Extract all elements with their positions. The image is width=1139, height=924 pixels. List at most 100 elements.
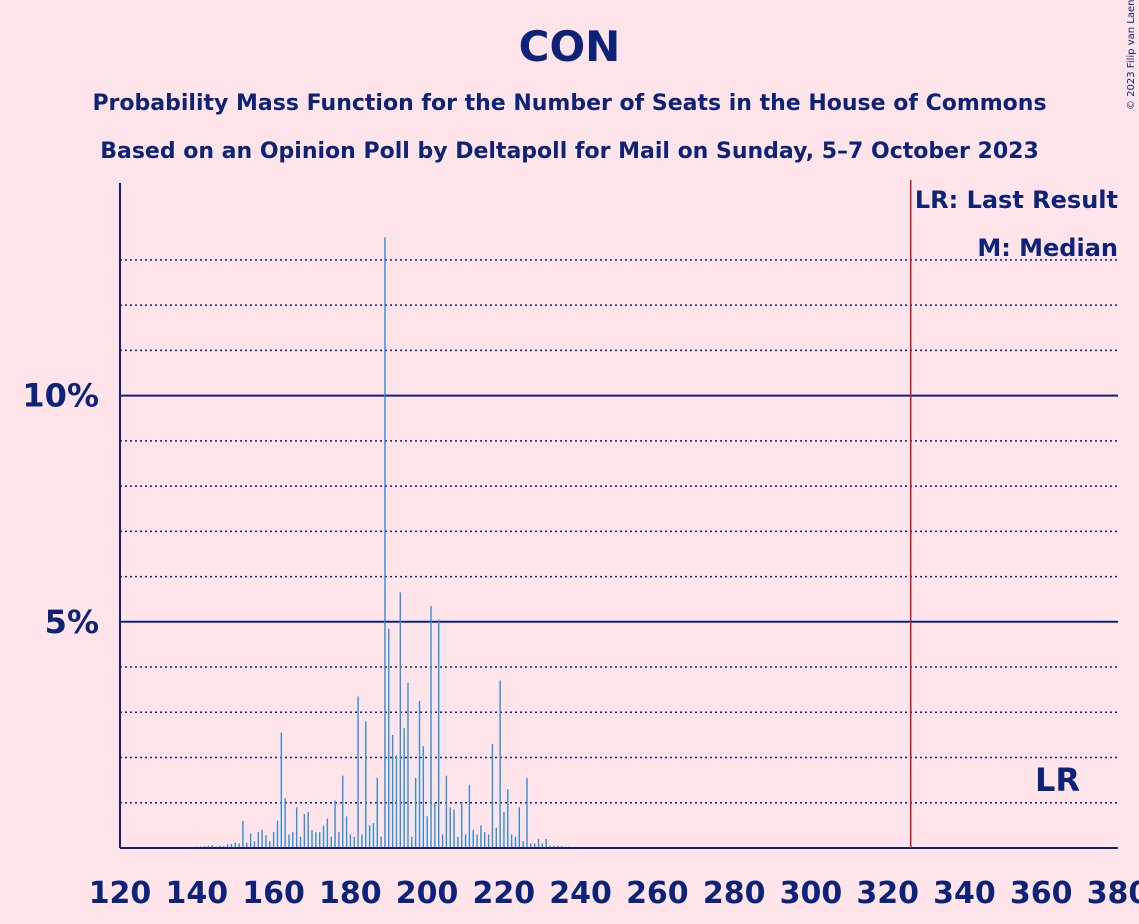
bar [345,816,348,848]
bar [388,628,390,848]
bar [476,834,478,848]
bar [368,825,371,848]
bar [507,789,509,848]
bar [303,814,306,848]
bar [510,834,513,848]
bar [556,845,559,848]
bar [322,825,325,848]
bar [265,835,267,848]
x-tick-label: 200 [396,876,459,911]
x-tick-label: 120 [89,876,152,911]
bar [299,836,302,848]
y-tick-label: 10% [22,377,99,415]
x-tick-label: 280 [703,876,766,911]
legend-median: M: Median [977,234,1118,262]
bar [399,592,402,848]
bars [157,237,605,849]
bar [384,237,386,849]
bar [380,836,382,848]
bar [503,811,505,848]
bar [464,834,467,848]
bar [246,842,248,848]
bar [353,836,355,848]
bar [319,832,321,848]
bar [261,829,263,848]
x-tick-label: 300 [780,876,843,911]
bar [253,841,256,848]
bar [461,802,463,848]
bar [372,823,375,848]
bar [537,838,540,848]
bar [272,832,275,848]
bar [533,843,536,848]
y-tick-label: 5% [45,603,99,641]
bar [280,732,283,848]
x-tick-label: 160 [242,876,305,911]
x-tick-label: 360 [1010,876,1073,911]
bar [411,836,413,848]
bar [491,743,494,848]
bar [361,834,363,848]
bar [242,820,244,848]
bar [526,777,528,848]
bar [249,833,252,848]
bar [407,682,409,848]
x-tick-label: 140 [165,876,228,911]
bar [472,829,474,848]
bar [211,845,213,848]
bar [284,798,286,848]
bar [334,800,336,848]
bar [480,825,482,848]
bar [541,843,544,848]
bar [487,834,490,848]
bar [418,700,421,848]
bar [553,845,555,848]
bar [518,807,520,848]
bar [330,836,332,848]
chart-subtitle-2: Based on an Opinion Poll by Deltapoll fo… [100,139,1039,164]
gridlines [120,259,1118,804]
bar [449,807,451,848]
bar [234,842,236,848]
x-tick-label: 320 [856,876,919,911]
bar [530,843,532,848]
bar [484,832,486,848]
bar [288,834,290,848]
bar [395,755,398,848]
bar [357,696,359,848]
bar [207,845,210,848]
bar [257,832,259,848]
annotations: LR [909,180,1080,848]
x-tick-label: 240 [549,876,612,911]
bar [338,832,340,848]
bar [307,811,309,848]
bar [238,843,240,848]
bar [311,829,313,848]
bar [230,843,233,848]
bar [549,845,551,848]
bar [453,809,455,848]
bar [522,841,524,848]
bar [391,734,394,848]
tick-labels: 5% 10% 120 140 160 180 200 220 240 260 280 300 320 34… [22,377,1139,911]
bar [434,802,436,848]
bar [365,721,367,848]
bar [514,836,517,848]
chart-subtitle: Probability Mass Function for the Number… [92,91,1047,116]
bar [315,832,317,848]
bar [545,838,547,848]
bar [403,728,405,848]
bar [499,680,501,848]
bar [295,807,298,848]
bar [495,827,497,848]
bar [342,775,344,848]
chart-title: CON [518,22,621,71]
x-tick-label: 220 [473,876,536,911]
bar [468,784,471,848]
bar [426,816,428,848]
legend-last-result: LR: Last Result [914,186,1118,214]
bar [437,619,440,848]
bar [414,777,417,848]
bar [292,832,294,848]
